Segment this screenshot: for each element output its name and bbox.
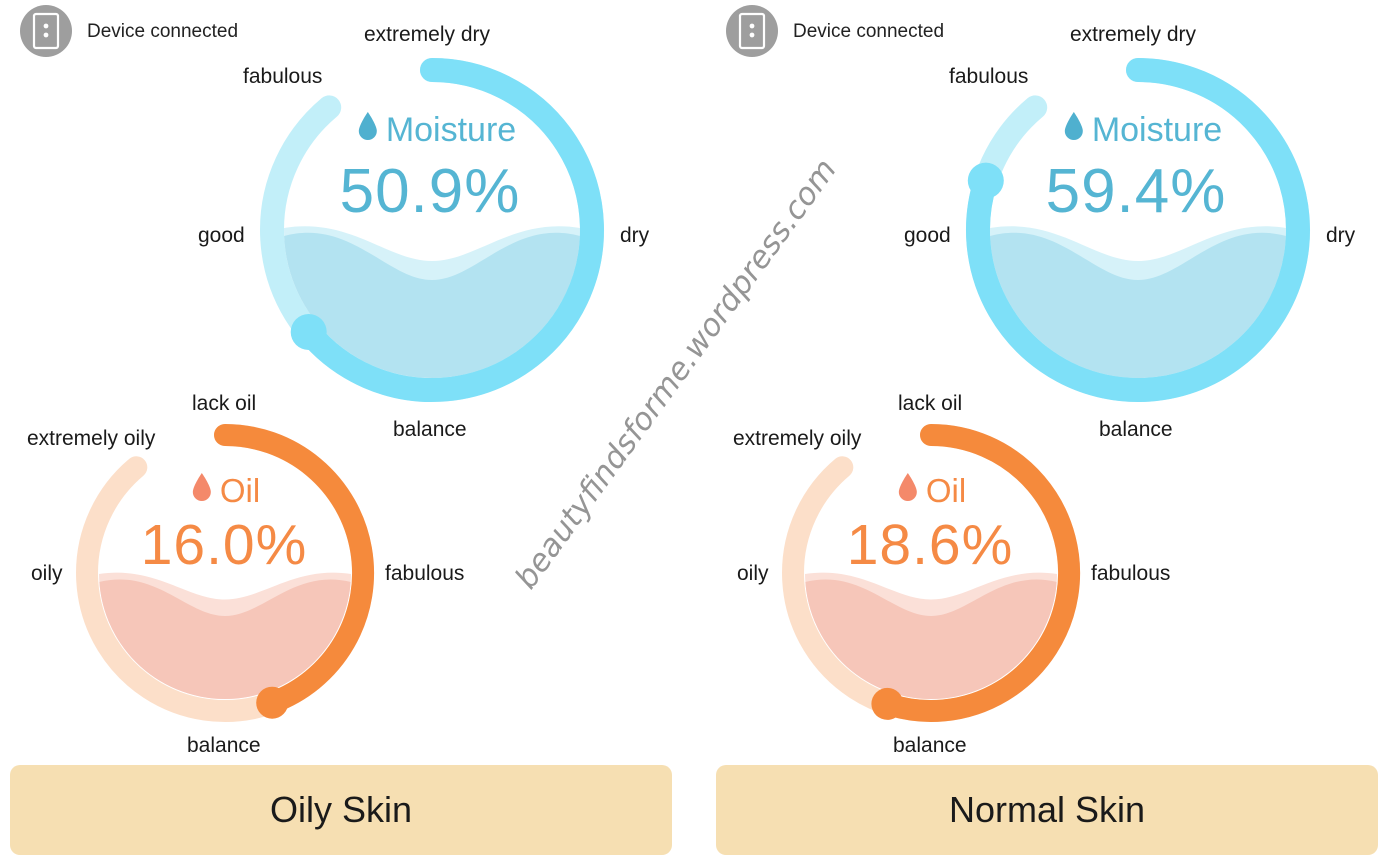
oil-level-arc [214, 424, 374, 714]
oil-gauge-graphic [76, 424, 375, 722]
skin-type-label: Normal Skin [948, 789, 1146, 830]
oil-label-lack-oil: lack oil [192, 392, 257, 415]
moisture-level-arc [296, 58, 604, 402]
panel-right: Device connected Moisture 59.4% extremel… [706, 0, 1400, 855]
moisture-level-knob[interactable] [967, 162, 1004, 199]
device-status-label: Device connected [793, 21, 945, 42]
device-icon[interactable] [726, 5, 778, 57]
oil-title-label: Oil [219, 472, 261, 509]
skin-type-banner: Normal Skin [716, 765, 1378, 855]
oil-label-oily: oily [737, 562, 769, 585]
moisture-label-dry: dry [1326, 224, 1356, 247]
oil-label-fabulous: fabulous [1091, 562, 1171, 585]
moisture-gauge-graphic [965, 58, 1310, 402]
moisture-title-label: Moisture [1091, 111, 1223, 149]
oil-level-knob[interactable] [256, 686, 289, 719]
oil-label-extremely-oily: extremely oily [27, 427, 156, 450]
oil-drop-icon [898, 472, 918, 510]
device-status-label: Device connected [87, 21, 239, 42]
moisture-title-label: Moisture [385, 111, 517, 149]
oil-wave-front [805, 579, 1057, 699]
moisture-gauge-graphic [260, 58, 604, 402]
moisture-label-fabulous: fabulous [243, 65, 323, 88]
oil-title-label: Oil [925, 472, 967, 509]
moisture-value: 59.4% [1045, 157, 1227, 226]
moisture-wave-front [284, 232, 580, 378]
oil-label-oily: oily [31, 562, 63, 585]
moisture-title: Moisture [1064, 111, 1222, 150]
water-drop-icon [1064, 111, 1084, 150]
skin-type-label: Oily Skin [269, 789, 413, 830]
moisture-label-balance: balance [393, 418, 467, 441]
skin-type-banner: Oily Skin [10, 765, 672, 855]
oil-title: Oil [192, 472, 260, 510]
panel-left: Device connected Moisture 50.9% extremel… [0, 0, 700, 855]
moisture-level-knob[interactable] [290, 314, 327, 350]
moisture-label-good: good [904, 224, 951, 247]
oil-drop-icon [192, 472, 212, 510]
oil-label-balance: balance [187, 734, 261, 757]
moisture-label-extremely-dry: extremely dry [364, 23, 491, 46]
moisture-label-fabulous: fabulous [949, 65, 1029, 88]
oil-wave-front [99, 579, 351, 699]
moisture-label-balance: balance [1099, 418, 1173, 441]
moisture-label-extremely-dry: extremely dry [1070, 23, 1197, 46]
oil-level-knob[interactable] [871, 687, 904, 720]
oil-value: 16.0% [140, 513, 308, 577]
moisture-value: 50.9% [339, 157, 521, 226]
device-icon[interactable] [20, 5, 72, 57]
oil-label-fabulous: fabulous [385, 562, 465, 585]
moisture-wave-front [990, 232, 1286, 378]
oil-value: 18.6% [846, 513, 1014, 577]
water-drop-icon [358, 111, 378, 150]
moisture-level-arc [965, 58, 1310, 402]
oil-label-balance: balance [893, 734, 967, 757]
oil-gauge-graphic [782, 424, 1081, 722]
moisture-label-good: good [198, 224, 245, 247]
oil-label-extremely-oily: extremely oily [733, 427, 862, 450]
moisture-title: Moisture [358, 111, 516, 150]
oil-level-arc [876, 424, 1081, 722]
oil-title: Oil [898, 472, 966, 510]
oil-label-lack-oil: lack oil [898, 392, 963, 415]
moisture-label-dry: dry [620, 224, 650, 247]
